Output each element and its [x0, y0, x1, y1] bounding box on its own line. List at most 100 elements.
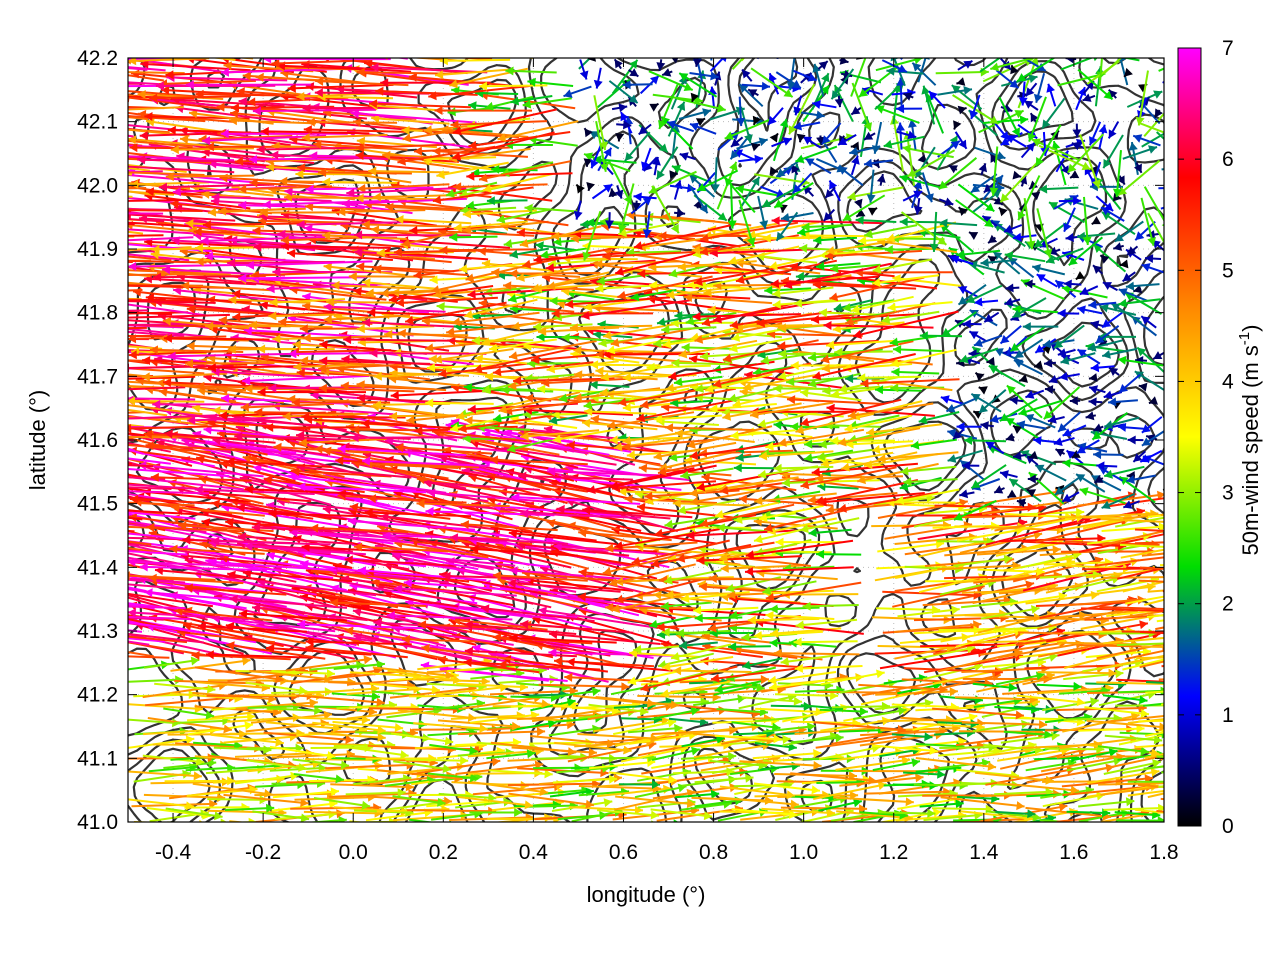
wind-vector	[891, 732, 933, 742]
wind-vector-shaft	[864, 790, 952, 795]
wind-vector-shaft	[246, 759, 307, 770]
wind-vector	[741, 696, 803, 706]
wind-vector-shaft	[1137, 783, 1164, 789]
wind-vector	[819, 706, 868, 716]
wind-vector-shaft	[128, 737, 195, 749]
wind-vector	[1134, 808, 1164, 814]
wind-vector	[1036, 681, 1082, 691]
wind-vector-head	[1152, 759, 1161, 768]
wind-vector-shaft	[958, 730, 1043, 733]
wind-vector-shaft	[753, 782, 821, 792]
wind-vector-shaft	[997, 748, 1070, 762]
wind-vector-shaft	[386, 709, 442, 719]
wind-vector	[1078, 797, 1135, 808]
wind-vector-shaft	[601, 823, 659, 825]
wind-vector-head	[209, 799, 218, 809]
wind-vector-shaft	[1147, 792, 1164, 799]
wind-vector-head	[770, 764, 779, 774]
wind-vector	[192, 782, 273, 798]
wind-vector-head	[650, 810, 659, 820]
wind-vector-head	[1237, 609, 1246, 618]
wind-vector-head	[868, 775, 877, 785]
wind-vector-head	[75, 537, 84, 546]
wind-vector-head	[338, 816, 347, 822]
wind-vector-head	[1213, 610, 1222, 619]
wind-vector-head	[1167, 605, 1176, 614]
wind-vector-shaft	[820, 671, 885, 686]
wind-vector-shaft	[266, 707, 323, 712]
wind-vector-shaft	[747, 617, 820, 622]
wind-vectors	[41, 58, 1267, 838]
wind-vector-shaft	[472, 785, 563, 796]
wind-vector	[681, 735, 725, 748]
wind-vector-shaft	[269, 745, 336, 758]
wind-vector	[147, 717, 233, 734]
wind-vector	[714, 734, 782, 744]
wind-vector	[128, 655, 170, 659]
wind-vector-shaft	[577, 733, 659, 740]
wind-vector-shaft	[981, 703, 1039, 718]
wind-vector	[813, 721, 906, 734]
wind-vector-head	[1216, 689, 1225, 698]
wind-vector-head	[937, 769, 946, 779]
wind-vector	[1138, 823, 1215, 832]
wind-vector-head	[1140, 746, 1149, 756]
wind-vector-head	[113, 453, 122, 462]
wind-vector	[413, 722, 488, 733]
wind-vector-head	[603, 798, 613, 808]
wind-vector-head	[1210, 741, 1219, 750]
wind-vector-head	[46, 609, 54, 618]
wind-vector	[878, 808, 936, 818]
wind-vector-shaft	[165, 807, 223, 818]
wind-vector	[513, 800, 561, 810]
wind-vector-head	[1203, 652, 1211, 661]
wind-vector-shaft	[332, 720, 404, 730]
wind-vector-shaft	[455, 763, 544, 775]
wind-vector-shaft	[931, 807, 994, 811]
wind-vector-shaft	[429, 743, 478, 753]
wind-vector	[615, 795, 696, 809]
wind-vector-shaft	[142, 683, 228, 699]
wind-vector-shaft	[154, 682, 216, 691]
wind-vector-shaft	[1158, 678, 1164, 681]
wind-vector-shaft	[430, 812, 483, 821]
wind-vector-head	[708, 574, 717, 583]
wind-vector-head	[769, 604, 778, 614]
wind-vector-head	[335, 774, 344, 784]
wind-vector-shaft	[815, 475, 904, 480]
wind-vector-shaft	[1078, 727, 1145, 732]
wind-vector-head	[1258, 625, 1267, 634]
wind-vector	[227, 817, 257, 822]
wind-vector-head	[185, 735, 195, 745]
wind-vector-shaft	[41, 421, 123, 428]
wind-vector	[1005, 432, 1015, 442]
wind-vector-head	[911, 758, 920, 768]
wind-vector-shaft	[305, 758, 382, 761]
wind-vector-head	[1210, 776, 1218, 785]
wind-vector-head	[336, 809, 345, 819]
wind-vector-head	[67, 414, 75, 423]
wind-vector-shaft	[457, 795, 534, 807]
wind-vector-shaft	[417, 704, 466, 711]
wind-vector-head	[1136, 724, 1145, 734]
wind-vector-head	[789, 809, 798, 819]
wind-vector	[761, 807, 836, 818]
wind-vector-head	[1217, 582, 1225, 591]
wind-vector-head	[390, 829, 399, 838]
wind-vector-shaft	[1086, 719, 1164, 729]
wind-vector-shaft	[835, 758, 911, 771]
wind-vector-shaft	[956, 748, 1034, 761]
wind-vector-head	[346, 749, 355, 759]
wind-vector	[517, 767, 609, 778]
wind-vector-head	[561, 682, 570, 692]
wind-vector-shaft	[128, 718, 181, 725]
wind-vector-shaft	[813, 721, 906, 732]
wind-vector-shaft	[489, 689, 578, 696]
wind-vector	[507, 823, 587, 834]
wind-vector-head	[469, 773, 479, 783]
wind-vector-shaft	[187, 715, 256, 722]
wind-vector	[263, 731, 354, 744]
wind-vector-shaft	[333, 744, 396, 747]
wind-vector-shaft	[709, 759, 768, 767]
wind-vector-head	[58, 520, 66, 529]
